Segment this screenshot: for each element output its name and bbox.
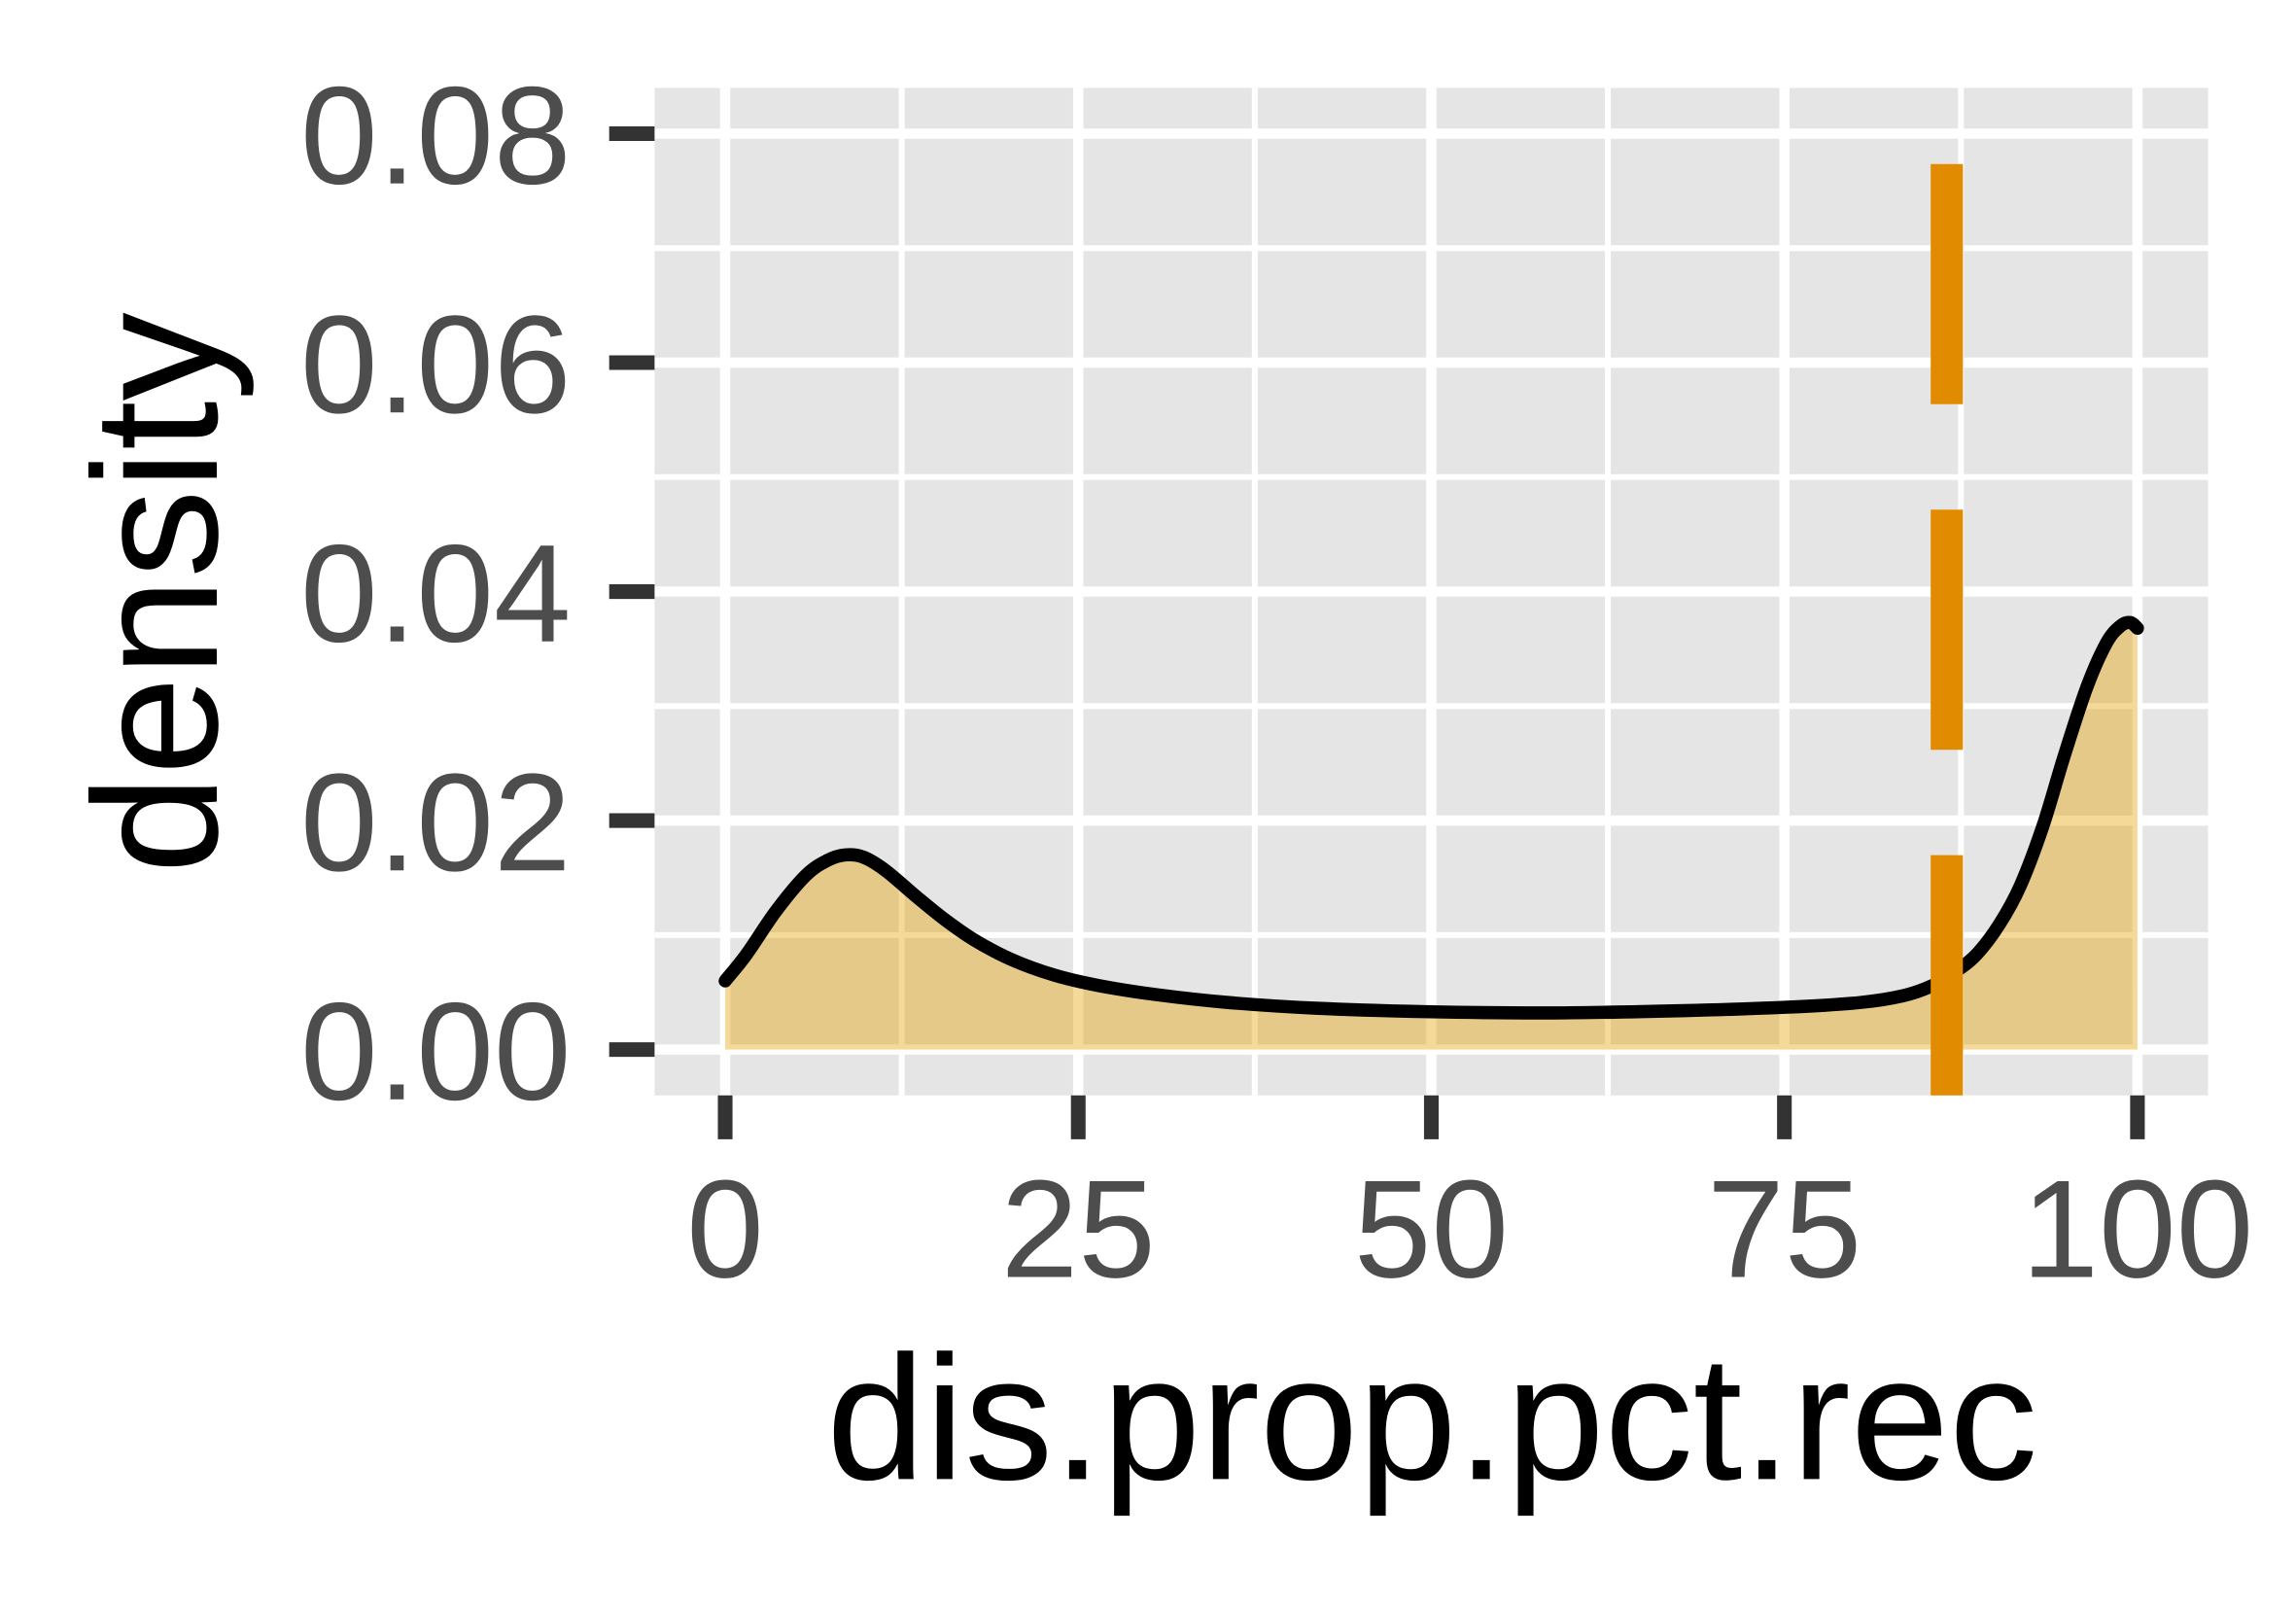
density-curve — [718, 615, 2144, 1020]
y-tick-label: 0.00 — [300, 974, 571, 1130]
density-curve-layer — [718, 615, 2144, 1020]
x-tick-label: 0 — [686, 1151, 764, 1307]
density-area — [725, 622, 2138, 1050]
y-tick-label: 0.08 — [300, 58, 571, 214]
x-tick-label: 50 — [1354, 1151, 1509, 1307]
x-tick-label: 100 — [2022, 1151, 2254, 1307]
y-axis-title: density — [56, 312, 255, 873]
x-tick-label: 75 — [1707, 1151, 1861, 1307]
y-tick-label: 0.02 — [300, 745, 571, 900]
axis-ticks: 0.00 0.02 0.04 0.06 0.08 0 25 50 75 100 — [300, 58, 2253, 1308]
y-tick-label: 0.06 — [300, 287, 571, 442]
x-tick-label: 25 — [1001, 1151, 1156, 1307]
y-tick-label: 0.04 — [300, 516, 571, 672]
x-axis-title: dis.prop.pct.rec — [826, 1318, 2037, 1517]
density-area-layer — [725, 622, 2138, 1050]
